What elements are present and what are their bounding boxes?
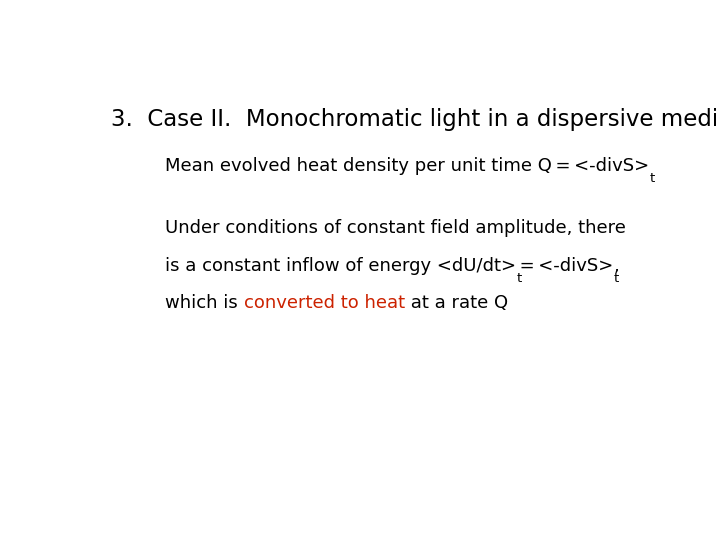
Text: converted to heat: converted to heat xyxy=(244,294,405,312)
Text: = <-divS>: = <-divS> xyxy=(516,256,613,275)
Text: t: t xyxy=(516,272,521,285)
Text: is a constant inflow of energy <dU/dt>: is a constant inflow of energy <dU/dt> xyxy=(166,256,516,275)
Text: at a rate Q: at a rate Q xyxy=(405,294,508,312)
Text: t: t xyxy=(649,172,654,185)
Text: 3.  Case II.  Monochromatic light in a dispersive medium: 3. Case II. Monochromatic light in a dis… xyxy=(111,109,720,131)
Text: t: t xyxy=(613,272,618,285)
Text: Mean evolved heat density per unit time Q = <-divS>: Mean evolved heat density per unit time … xyxy=(166,157,649,175)
Text: ,: , xyxy=(613,256,619,275)
Text: Under conditions of constant field amplitude, there: Under conditions of constant field ampli… xyxy=(166,219,626,237)
Text: which is: which is xyxy=(166,294,244,312)
